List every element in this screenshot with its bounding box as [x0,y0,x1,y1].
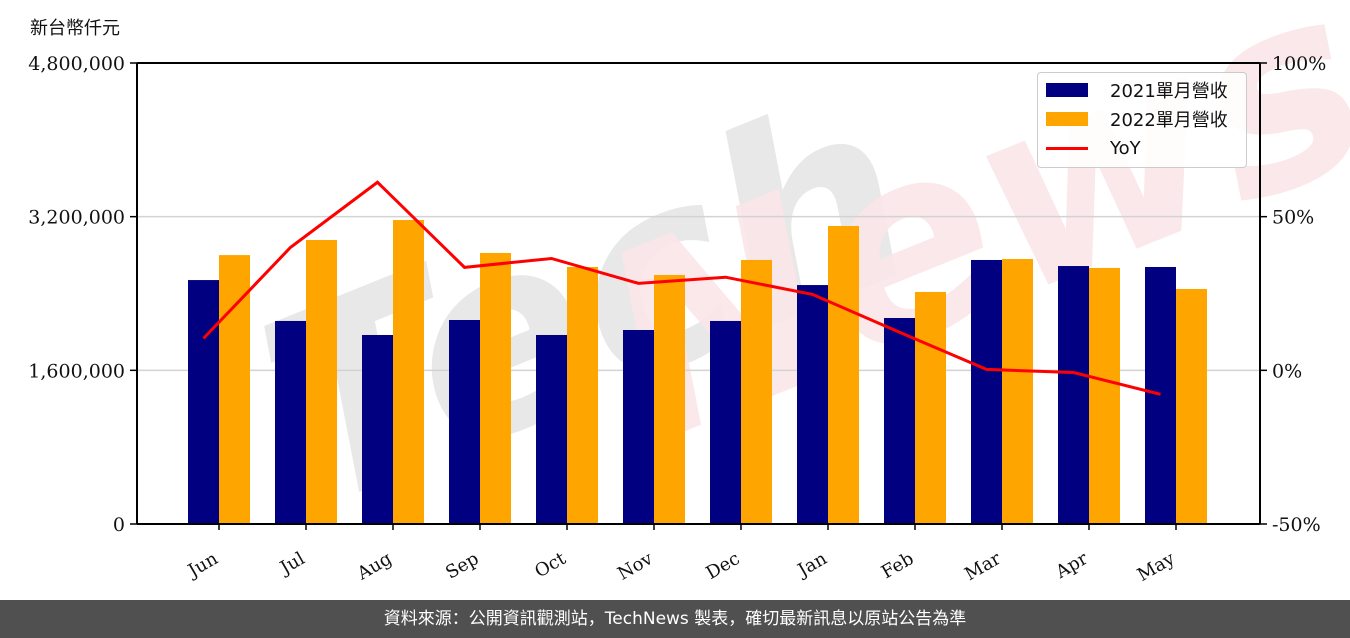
left-axis-tick-label: 4,800,000 [28,53,125,75]
bar-2021 [1145,266,1176,524]
bar-2021 [623,329,654,524]
bar-2021 [797,285,828,524]
legend-label-2022: 2022單月營收 [1110,110,1228,131]
x-axis-tick-label: Jul [275,548,309,580]
bar-2021 [971,259,1002,524]
bar-2022 [915,291,946,524]
x-axis-tick-label: Dec [703,548,744,584]
yoy-polyline [202,180,1161,396]
y-axis-unit-label: 新台幣仟元 [30,18,120,39]
bar-2021 [449,320,480,524]
bar-2021 [1058,266,1089,524]
bar-2022 [1089,267,1120,524]
x-axis-tick-label: Jun [183,548,222,583]
left-axis-tick-label: 1,600,000 [28,360,125,382]
x-axis-tick-label: Oct [531,548,570,583]
legend-swatch-2021 [1046,83,1088,97]
right-axis-tick-label: 50% [1272,207,1314,229]
bar-2022 [219,255,250,525]
bar-2021 [884,317,915,524]
bar-2021 [362,334,393,524]
bar-series [188,220,1207,525]
x-axis-tick-label: Nov [614,548,657,585]
x-axis-tick-label: Mar [961,548,1005,585]
yoy-line [202,180,1161,396]
legend-item-2021: 2021單月營收 [1046,77,1228,103]
legend-label-yoy: YoY [1110,137,1141,159]
revenue-chart: TechNews 01,600,0003,200,0004,800,000-50… [28,0,1350,586]
source-footer: 資料來源：公開資訊觀測站，TechNews 製表，確切最新訊息以原站公告為準 [0,600,1350,638]
x-axis-tick-label: Sep [442,548,482,583]
legend-label-2021: 2021單月營收 [1110,81,1228,102]
bar-2022 [1002,259,1033,524]
bar-2022 [1176,288,1207,524]
x-axis-tick-label: May [1134,548,1179,586]
chart-legend: 2021單月營收 2022單月營收 YoY [1037,72,1247,168]
bar-2021 [188,280,219,524]
legend-line-yoy [1046,146,1088,150]
bar-2022 [306,240,337,524]
bar-2022 [741,259,772,524]
bar-2022 [828,225,859,524]
legend-item-yoy: YoY [1046,135,1141,161]
legend-swatch-2022 [1046,112,1088,126]
bar-2022 [480,252,511,525]
bar-2022 [654,274,685,524]
bar-2021 [710,320,741,524]
legend-item-2022: 2022單月營收 [1046,106,1228,132]
right-axis-tick-label: 100% [1272,53,1326,75]
right-axis-tick-label: 0% [1272,360,1302,382]
bar-2022 [393,220,424,524]
bar-2021 [536,334,567,524]
left-axis-tick-label: 3,200,000 [28,207,125,229]
bar-2022 [567,266,598,524]
x-axis-tick-label: Feb [878,548,918,583]
right-axis-tick-label: -50% [1272,514,1321,536]
x-axis-tick-label: Apr [1051,548,1091,583]
x-axis-tick-label: Jan [793,548,831,582]
left-axis-tick-label: 0 [113,514,125,536]
bar-2021 [275,320,306,524]
